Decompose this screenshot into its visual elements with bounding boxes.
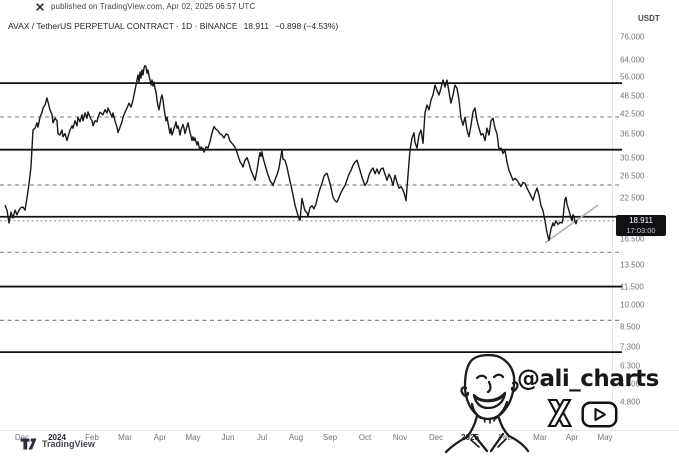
- time-tick-label: 2025: [461, 433, 479, 442]
- time-tick-label: May: [597, 433, 613, 442]
- price-polyline: [4, 64, 578, 242]
- price-tick-label: 36.500: [620, 129, 645, 139]
- time-tick-label: Feb: [85, 433, 99, 442]
- time-tick-label: Aug: [288, 433, 304, 442]
- time-tick-label: Jul: [256, 433, 268, 442]
- quote-currency-label: USDT: [638, 14, 660, 23]
- price-tick-label: 42.500: [620, 109, 645, 119]
- price-tick-label: 7.300: [620, 342, 641, 352]
- price-tick-label: 64.000: [620, 55, 645, 65]
- price-change-value: −0.898 (−4.53%): [274, 21, 339, 31]
- badge-price: 18.911: [629, 215, 653, 225]
- price-tick-label: 11.500: [620, 282, 644, 291]
- tradingview-brand-label: TradingView: [42, 439, 95, 449]
- signature-handle: @ali_charts: [517, 366, 659, 392]
- price-tick-label: 48.500: [620, 91, 645, 101]
- publish-watermark: published on TradingView.com, Apr 02, 20…: [36, 2, 255, 11]
- price-tick-label: 8.500: [620, 322, 641, 331]
- time-tick-label: May: [185, 433, 201, 442]
- price-tick-label: 76.000: [620, 32, 645, 42]
- price-tick-label: 5.500: [620, 379, 641, 389]
- badge-countdown: 17:03:00: [626, 225, 656, 235]
- price-tick-label: 26.500: [620, 171, 645, 181]
- time-tick-label: Dec: [428, 433, 444, 442]
- x-icon: [36, 2, 44, 11]
- time-tick-label: Dec: [14, 433, 30, 442]
- x-logo-icon: [547, 398, 573, 428]
- price-tick-label: 10.000: [620, 300, 645, 310]
- tradingview-brand[interactable]: TradingView: [20, 438, 95, 450]
- youtube-icon: [581, 401, 618, 428]
- price-tick-label: 16.500: [620, 234, 645, 244]
- time-tick-label: Apr: [153, 433, 167, 442]
- ali-face-doodle: [444, 353, 530, 454]
- time-tick-label: Mar: [118, 433, 132, 442]
- time-tick-label: Apr: [565, 433, 579, 442]
- price-tick-label: 13.500: [620, 260, 645, 270]
- price-tick-label: 6.300: [620, 361, 641, 371]
- symbol-title[interactable]: AVAX / TetherUS PERPETUAL CONTRACT · 1D …: [8, 21, 238, 31]
- price-tick-label: 30.500: [620, 153, 645, 163]
- publish-text: published on TradingView.com, Apr 02, 20…: [51, 2, 256, 11]
- time-tick-label: Oct: [358, 433, 372, 442]
- time-tick-label: Sep: [322, 433, 338, 442]
- time-tick-label: Jun: [221, 433, 235, 442]
- price-tick-label: 22.500: [620, 193, 645, 203]
- time-tick-label: 2024: [48, 433, 66, 442]
- last-price-value: 18.911: [243, 21, 269, 31]
- trendline: [544, 204, 599, 244]
- time-tick-label: Mar: [533, 433, 547, 442]
- price-tick-label: 56.000: [620, 72, 645, 82]
- tradingview-logo-icon: [20, 438, 37, 450]
- time-tick-label: Nov: [392, 433, 408, 442]
- time-tick-label: Feb: [498, 433, 512, 442]
- last-price-badge: 18.911 17:03:00: [616, 214, 666, 236]
- price-tick-label: 4.800: [620, 397, 641, 407]
- symbol-legend[interactable]: AVAX / TetherUS PERPETUAL CONTRACT · 1D …: [8, 21, 338, 31]
